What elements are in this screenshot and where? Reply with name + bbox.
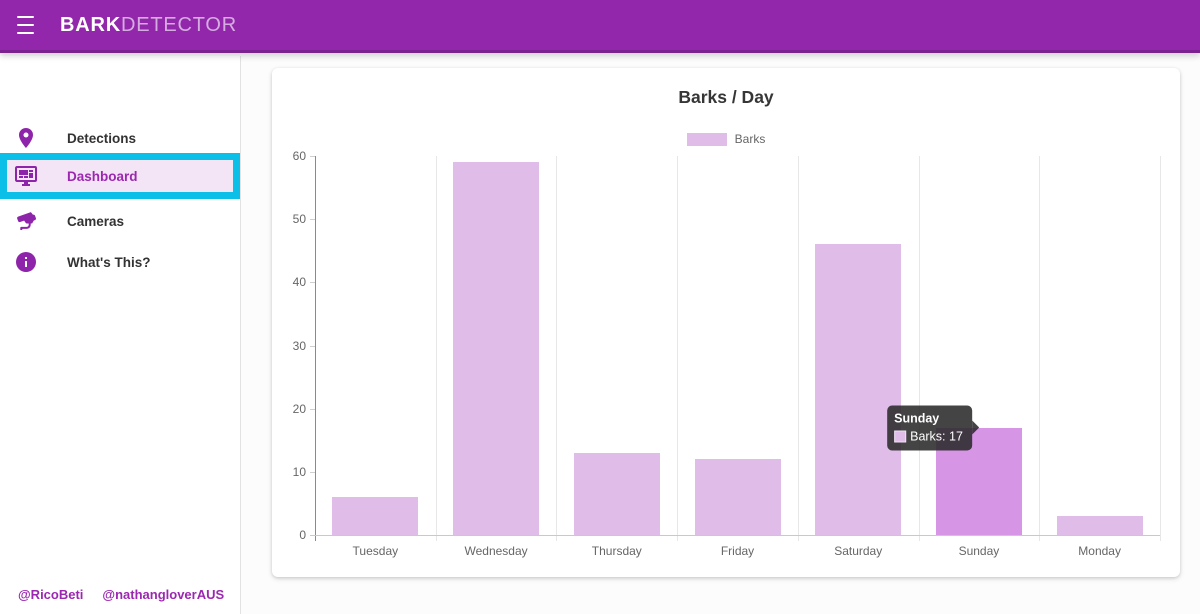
chart-tooltip: Sunday Barks: 17 — [887, 405, 979, 451]
app-title: BARKDETECTOR — [60, 14, 237, 37]
x-tick-label: Tuesday — [352, 544, 399, 558]
y-tick-label: 60 — [292, 149, 306, 163]
y-tick-mark — [310, 282, 315, 284]
chart-title: Barks / Day — [678, 87, 774, 107]
y-tick-mark — [310, 156, 315, 157]
y-axis — [315, 156, 316, 541]
bar-monday[interactable] — [1056, 516, 1143, 535]
bar-friday[interactable] — [694, 459, 781, 535]
gridline — [1039, 156, 1041, 541]
app-bar: BARKDETECTOR — [0, 0, 1200, 53]
gridline — [1160, 156, 1161, 541]
cctv-camera-icon — [14, 209, 38, 233]
x-tick-label: Friday — [720, 544, 755, 558]
legend-swatch — [686, 132, 727, 146]
gridline — [677, 156, 679, 541]
bar-wednesday[interactable] — [453, 162, 540, 535]
sidebar-item-dashboard[interactable]: Dashboard — [0, 153, 240, 199]
hamburger-menu-icon[interactable] — [17, 16, 41, 34]
bar-thursday[interactable] — [573, 452, 660, 535]
y-tick-label: 20 — [292, 401, 306, 416]
gridline — [918, 156, 920, 541]
plot-area: 0 10 20 30 40 50 60 Tuesday Wednesday Thursday Fri… — [272, 68, 1180, 577]
tooltip-value: Barks: 17 — [910, 429, 963, 444]
app-title-light: DETECTOR — [120, 13, 238, 36]
info-icon — [14, 250, 38, 274]
sidebar-item-label: Cameras — [67, 213, 125, 229]
tooltip-title: Sunday — [894, 411, 940, 426]
y-tick-mark — [310, 408, 315, 410]
main-content: Barks / Day Barks 0 10 20 30 40 50 60 Tuesday We… — [241, 56, 1200, 614]
sidebar: Detections Dashboard Cameras What's This… — [0, 56, 241, 614]
link-ricobeti[interactable]: @RicoBeti — [18, 587, 84, 602]
x-tick-label: Wednesday — [464, 544, 528, 558]
x-tick-label: Sunday — [958, 544, 1000, 558]
x-tick-label: Thursday — [591, 544, 642, 558]
y-tick-mark — [310, 471, 315, 473]
monitor-dashboard-icon — [14, 164, 38, 188]
chart-card: Barks / Day Barks 0 10 20 30 40 50 60 Tuesday We… — [272, 68, 1180, 577]
sidebar-item-cameras[interactable]: Cameras — [0, 199, 240, 243]
y-tick-label: 50 — [292, 212, 306, 227]
y-tick-label: 0 — [299, 528, 306, 542]
sidebar-item-label: Detections — [67, 130, 137, 146]
y-tick-mark — [310, 345, 315, 347]
y-tick-label: 40 — [292, 275, 306, 290]
x-tick-label: Saturday — [834, 544, 883, 558]
chart-legend[interactable]: Barks — [272, 132, 1180, 146]
sidebar-item-label: Dashboard — [67, 168, 138, 184]
x-tick-label: Monday — [1078, 544, 1121, 558]
sidebar-footer: @RicoBeti @nathangloverAUS — [18, 587, 224, 602]
gridline — [797, 156, 799, 541]
y-tick-label: 10 — [292, 464, 306, 479]
legend-label: Barks — [734, 132, 766, 146]
gridline — [435, 156, 437, 541]
app-title-bold: BARK — [60, 13, 121, 36]
bar-tuesday[interactable] — [332, 497, 419, 535]
link-nathanglover[interactable]: @nathangloverAUS — [102, 587, 225, 602]
y-tick-label: 30 — [292, 338, 306, 353]
tooltip-swatch — [894, 430, 907, 443]
sidebar-item-label: What's This? — [67, 254, 151, 270]
x-axis — [310, 535, 1160, 536]
gridline — [556, 156, 558, 541]
y-tick-mark — [310, 219, 315, 221]
bar-saturday[interactable] — [815, 244, 902, 535]
map-marker-icon — [14, 126, 38, 150]
sidebar-item-whats-this[interactable]: What's This? — [0, 240, 240, 284]
sidebar-item-detections[interactable]: Detections — [0, 116, 240, 160]
